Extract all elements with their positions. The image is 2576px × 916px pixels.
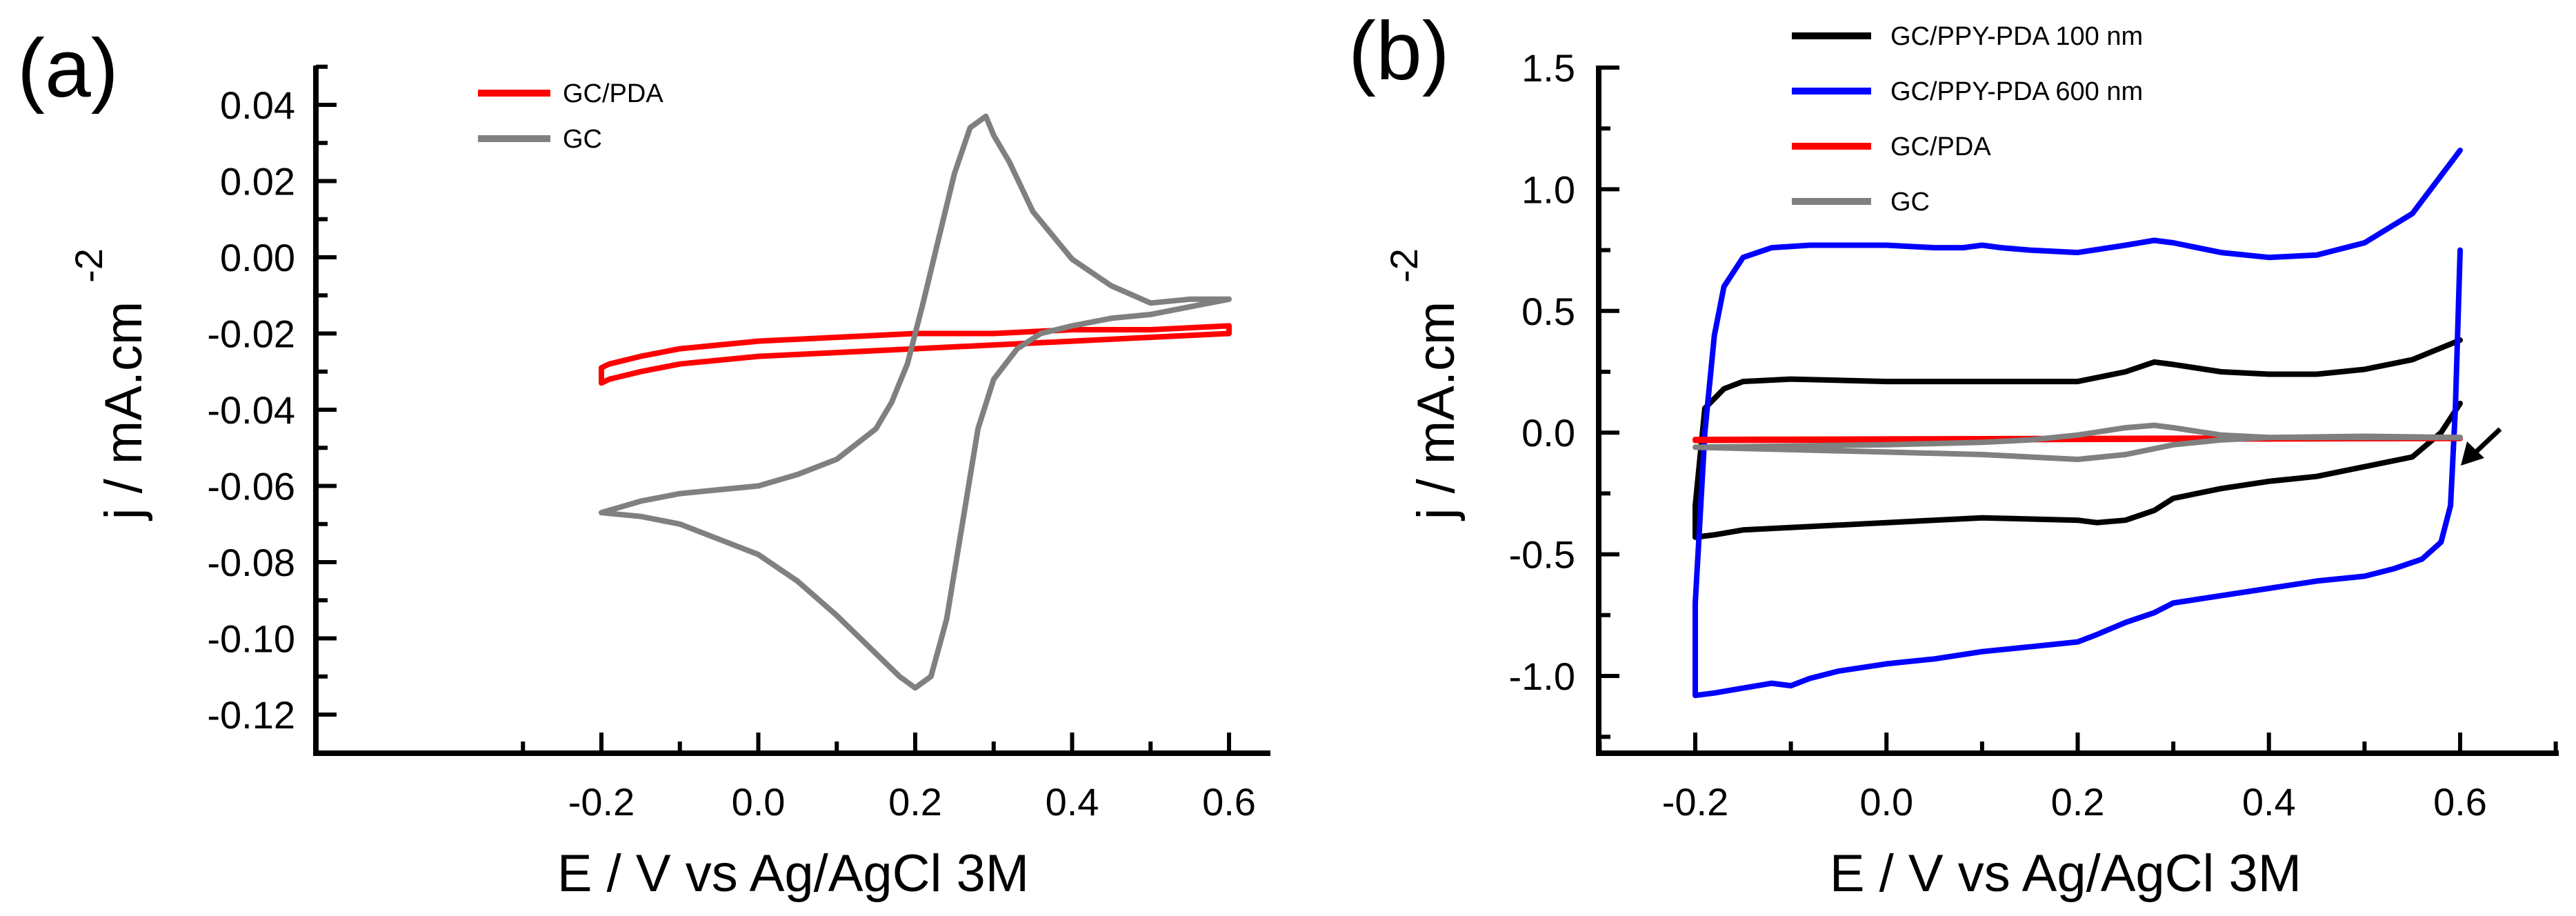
panel-b-y-axis-superscript: -2 [1382, 248, 1426, 283]
panel-a-y-axis-title: j / mA.cm [94, 301, 153, 521]
panel-a-y-axis-superscript: -2 [67, 248, 110, 283]
panel-b-legend-label-gc-pda: GC/PDA [1890, 132, 1991, 161]
panel-a-y-tick-label: -0.02 [207, 312, 295, 356]
panel-b: (b) 1.5 1.0 0.5 0.0 -0.5 -1.0 -0.2 0.0 0.2 0.4 0.… [1348, 5, 2559, 903]
panel-a-y-tick-label: 0.00 [220, 236, 295, 279]
panel-a-series-gc-pda [599, 323, 1232, 386]
panel-b-y-axis-superscript-group: -2 [1382, 248, 1426, 283]
panel-b-y-tick-label: -0.5 [1509, 533, 1576, 577]
panel-a-y-axis-title-group: j / mA.cm [94, 301, 153, 521]
panel-a-y-tick-label: -0.08 [207, 541, 295, 584]
panel-a-y-tick-label: -0.06 [207, 465, 295, 508]
panel-b-y-axis-title: j / mA.cm [1407, 301, 1466, 521]
panel-b-y-tick-label: 0.5 [1521, 290, 1575, 333]
panel-a-y-tick-label: -0.04 [207, 388, 295, 432]
panel-b-x-tick-label: -0.2 [1662, 780, 1729, 824]
panel-a-series-gc [599, 113, 1232, 691]
panel-a-y-tick-label: -0.12 [207, 693, 295, 737]
panel-a-curves [599, 113, 1232, 691]
panel-b-legend-label-gc: GC [1890, 188, 1930, 217]
panel-b-series-gc-pda [1693, 435, 2463, 444]
panel-b-x-tick-label: 0.4 [2242, 780, 2296, 824]
panel-b-legend: GC/PPY-PDA 100 nm GC/PPY-PDA 600 nm GC/PDA… [1792, 22, 2143, 217]
panel-b-y-tick-label: 1.0 [1521, 168, 1575, 211]
panel-a-y-tick-label: 0.04 [220, 83, 295, 127]
panel-b-x-ticks: -0.2 0.0 0.2 0.4 0.6 [1597, 733, 2558, 824]
panel-b-series-gc-ppy-pda-100-nm [1693, 337, 2463, 540]
panel-b-y-tick-label: -1.0 [1509, 655, 1576, 698]
panel-a-y-tick-label: 0.02 [220, 160, 295, 203]
panel-b-series-gc [1693, 422, 2463, 462]
panel-b-arrow-head [2461, 441, 2484, 466]
panel-a-x-tick-label: 0.0 [732, 780, 786, 824]
panel-b-x-tick-label: 0.0 [1859, 780, 1913, 824]
panel-b-y-ticks: 1.5 1.0 0.5 0.0 -0.5 -1.0 [1509, 46, 1619, 739]
panel-a-x-tick-label: 0.4 [1046, 780, 1099, 824]
panel-a-label: (a) [17, 22, 119, 114]
panel-b-arrow-annotation [2461, 427, 2502, 466]
panel-b-series-gc-ppy-pda-600-nm [1693, 148, 2463, 699]
panel-a-x-tick-label: 0.2 [888, 780, 942, 824]
panel-a-x-tick-label: -0.2 [568, 780, 635, 824]
panel-b-legend-label-gc-ppy-pda-100-nm: GC/PPY-PDA 100 nm [1890, 22, 2143, 51]
panel-b-legend-label-gc-ppy-pda-600-nm: GC/PPY-PDA 600 nm [1890, 77, 2143, 106]
panel-b-y-tick-label: 1.5 [1521, 46, 1575, 90]
panel-a-legend: GC/PDA GC [478, 79, 663, 154]
panel-b-x-tick-label: 0.2 [2051, 780, 2105, 824]
panel-b-y-tick-label: 0.0 [1521, 411, 1575, 455]
panel-a: (a) 0.04 0.02 0.00 -0.02 -0.04 -0.06 -0.08 -0.1… [17, 22, 1270, 903]
panel-a-y-tick-label: -0.10 [207, 617, 295, 661]
panel-b-x-tick-label: 0.6 [2433, 780, 2487, 824]
panel-a-legend-label-gc: GC [563, 125, 602, 154]
panel-a-y-axis-superscript-group: -2 [67, 248, 110, 283]
panel-b-curves [1693, 148, 2463, 699]
panel-b-label: (b) [1348, 5, 1450, 97]
panel-b-x-axis-title: E / V vs Ag/AgCl 3M [1830, 844, 2302, 903]
panel-a-x-tick-label: 0.6 [1202, 780, 1256, 824]
panel-b-y-axis-title-group: j / mA.cm [1407, 301, 1466, 521]
panel-b-arrow-shaft [2473, 427, 2502, 455]
panel-a-x-ticks: -0.2 0.0 0.2 0.4 0.6 [521, 733, 1256, 824]
panel-a-x-axis-title: E / V vs Ag/AgCl 3M [557, 844, 1029, 903]
panel-a-legend-label-gc-pda: GC/PDA [563, 79, 663, 108]
panel-a-y-ticks: 0.04 0.02 0.00 -0.02 -0.04 -0.06 -0.08 -0.10 -0.… [207, 64, 337, 755]
